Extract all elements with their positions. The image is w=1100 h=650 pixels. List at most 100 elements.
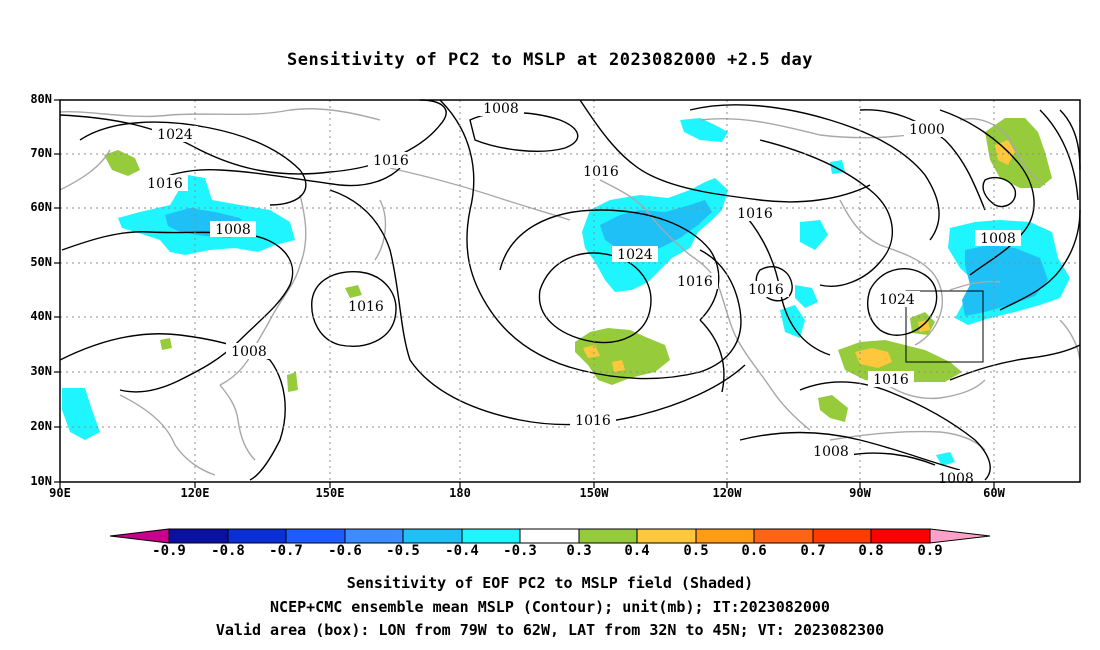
contour-label: 1008: [808, 443, 854, 460]
contour-label: 1016: [343, 298, 389, 315]
contour-label: 1024: [152, 126, 198, 143]
svg-text:1016: 1016: [677, 274, 713, 290]
colorbar-bin: [812, 528, 872, 544]
svg-text:1024: 1024: [157, 127, 193, 143]
svg-text:1008: 1008: [938, 471, 974, 487]
lat-label: 30N: [30, 364, 52, 378]
contour-label: 1016: [570, 412, 616, 429]
colorbar-tick-label: -0.6: [328, 543, 362, 559]
svg-text:1008: 1008: [813, 444, 849, 460]
svg-text:1016: 1016: [348, 299, 384, 315]
svg-text:1008: 1008: [483, 101, 519, 117]
contour-label: 1016: [868, 371, 914, 388]
shade-positive-region: [287, 372, 298, 392]
svg-text:1016: 1016: [748, 282, 784, 298]
svg-text:1016: 1016: [873, 372, 909, 388]
lon-label: 180: [449, 486, 471, 500]
map-title: Sensitivity of PC2 to MSLP at 2023082000…: [286, 50, 813, 70]
colorbar-tick-label: -0.3: [503, 543, 537, 559]
lat-label: 80N: [30, 92, 52, 106]
svg-text:1016: 1016: [147, 176, 183, 192]
colorbar-bin: [870, 528, 931, 544]
sensitivity-shading: [62, 118, 1070, 466]
shade-positive-region: [104, 150, 140, 176]
contour-label: 1016: [368, 152, 414, 169]
svg-text:1000: 1000: [909, 122, 945, 138]
colorbar-bin: [753, 528, 814, 544]
contour-label: 1008: [975, 230, 1021, 247]
lon-label: 90E: [49, 486, 71, 500]
colorbar-tick-label: -0.8: [211, 543, 245, 559]
lat-label: 10N: [30, 474, 52, 488]
caption-line-3: Valid area (box): LON from 79W to 62W, L…: [215, 621, 885, 639]
colorbar-tick-label: -0.4: [445, 543, 479, 559]
contour-label: 1008: [478, 100, 524, 117]
colorbar-bin: [168, 528, 229, 544]
lon-label: 120W: [712, 486, 742, 500]
mslp-contours: [59, 99, 1081, 481]
contour-label: 1024: [612, 246, 658, 263]
contour-label: 1008: [933, 470, 979, 487]
svg-text:1024: 1024: [617, 247, 653, 263]
shade-negative-region: [62, 388, 100, 440]
contour-label: 1016: [743, 281, 789, 298]
shade-positive-core: [583, 345, 600, 358]
contour-label: 1016: [578, 163, 624, 180]
shade-negative-region: [936, 452, 955, 466]
svg-text:1008: 1008: [215, 222, 251, 238]
colorbar-bin: [519, 528, 580, 544]
colorbar-tick-label: 0.9: [917, 543, 943, 559]
colorbar-tick-label: 0.6: [741, 543, 767, 559]
colorbar-bin: [695, 528, 755, 544]
lat-label: 60N: [30, 200, 52, 214]
lat-label: 20N: [30, 419, 52, 433]
colorbar-tick-label: 0.5: [683, 543, 709, 559]
svg-text:1008: 1008: [980, 231, 1016, 247]
colorbar: [109, 528, 991, 544]
shade-positive-core: [612, 360, 625, 372]
lat-label: 50N: [30, 255, 52, 269]
svg-text:1016: 1016: [583, 164, 619, 180]
colorbar-tick-label: 0.3: [566, 543, 592, 559]
shade-positive-core: [918, 320, 930, 332]
axis-ticks: [54, 99, 995, 488]
shade-positive-region: [985, 118, 1052, 188]
contour-label: 1008: [210, 221, 256, 238]
shade-positive-region: [160, 338, 172, 350]
lon-label: 90W: [849, 486, 871, 500]
contour-labels: 1008 1024 1016 1016 1008 1016 1024 1016 …: [142, 100, 1021, 487]
colorbar-bin: [636, 528, 697, 544]
colorbar-tick-label: -0.5: [386, 543, 420, 559]
svg-text:1016: 1016: [737, 206, 773, 222]
contour-label: 1008: [226, 343, 272, 360]
contour-label: 1000: [904, 121, 950, 138]
colorbar-bin: [578, 528, 638, 544]
shade-negative-region: [800, 220, 828, 250]
svg-text:1016: 1016: [575, 413, 611, 429]
caption-line-1: Sensitivity of EOF PC2 to MSLP field (Sh…: [346, 574, 754, 592]
shade-positive-region: [345, 285, 362, 298]
colorbar-bin: [227, 528, 287, 544]
colorbar-tick-label: 0.4: [624, 543, 650, 559]
coastlines: [59, 108, 1081, 476]
lon-label: 150W: [579, 486, 609, 500]
colorbar-bin: [285, 528, 346, 544]
svg-text:1016: 1016: [373, 153, 409, 169]
shade-positive-core: [855, 348, 892, 368]
colorbar-tick-label: 0.8: [858, 543, 884, 559]
svg-text:1008: 1008: [231, 344, 267, 360]
caption-line-2: NCEP+CMC ensemble mean MSLP (Contour); u…: [270, 598, 830, 616]
colorbar-tick-label: -0.9: [152, 543, 186, 559]
lat-label: 70N: [30, 146, 52, 160]
colorbar-bin: [402, 528, 463, 544]
lon-label: 60W: [983, 486, 1005, 500]
valid-area-box: [905, 290, 984, 363]
colorbar-min-arrow: [109, 528, 170, 544]
shade-negative-region: [780, 305, 805, 338]
lon-label: 120E: [180, 486, 210, 500]
shade-negative-core: [600, 200, 712, 255]
contour-label: 1016: [732, 205, 778, 222]
svg-text:1024: 1024: [879, 292, 915, 308]
contour-label: 1024: [874, 291, 920, 308]
